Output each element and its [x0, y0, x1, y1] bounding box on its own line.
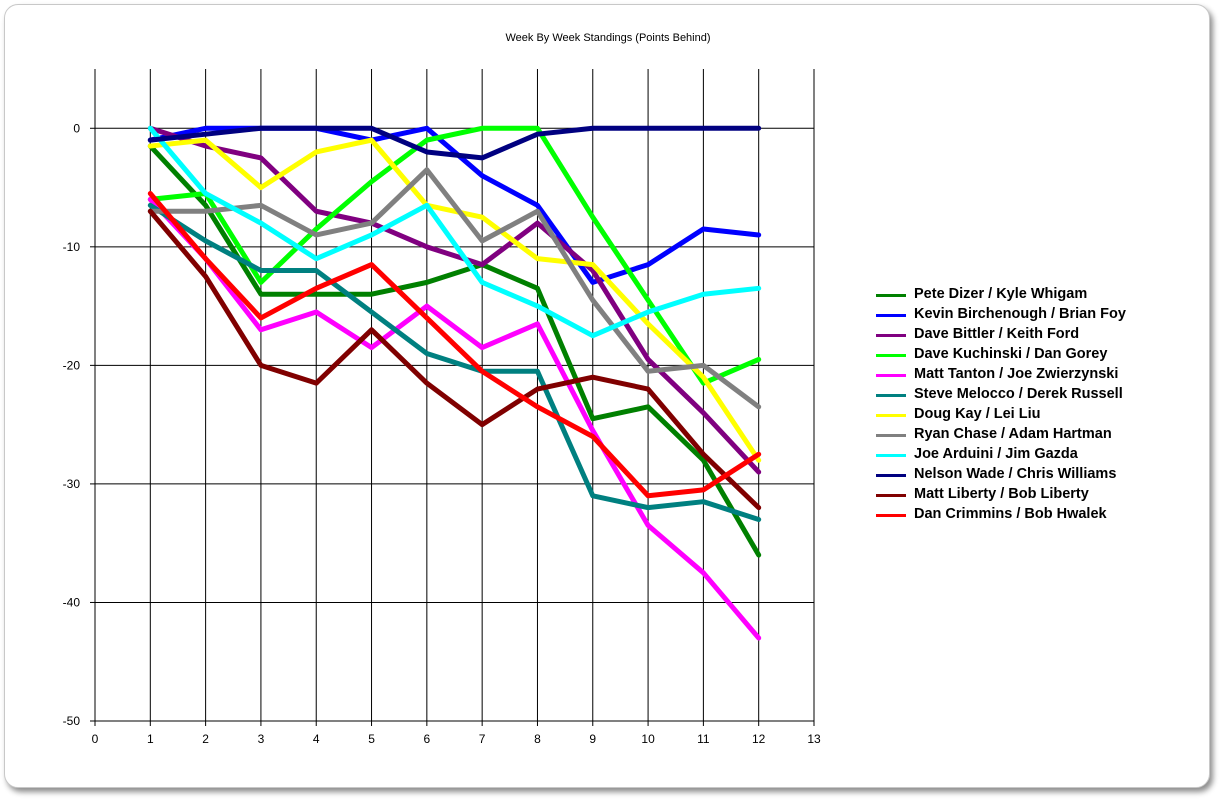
legend-swatch	[876, 434, 906, 437]
legend-label: Dave Kuchinski / Dan Gorey	[914, 346, 1108, 362]
legend-item: Matt Liberty / Bob Liberty	[876, 486, 1166, 503]
legend-label: Ryan Chase / Adam Hartman	[914, 426, 1112, 442]
legend-label: Nelson Wade / Chris Williams	[914, 466, 1117, 482]
x-tick-label: 8	[534, 732, 541, 746]
legend-swatch	[876, 474, 906, 477]
legend-swatch	[876, 374, 906, 377]
y-tick-label: -50	[63, 714, 81, 728]
legend-item: Joe Arduini / Jim Gazda	[876, 446, 1166, 463]
series-line-9	[147, 125, 762, 339]
x-tick-label: 13	[807, 732, 821, 746]
legend-swatch	[876, 354, 906, 357]
legend-swatch	[876, 494, 906, 497]
x-tick-label: 0	[92, 732, 99, 746]
y-tick-label: -10	[63, 240, 81, 254]
legend-item: Dave Bittler / Keith Ford	[876, 326, 1166, 343]
legend-label: Dan Crimmins / Bob Hwalek	[914, 506, 1107, 522]
x-tick-label: 6	[424, 732, 431, 746]
x-tick-label: 11	[697, 732, 710, 746]
y-tick-label: -40	[63, 595, 81, 609]
legend-swatch	[876, 414, 906, 417]
legend-label: Pete Dizer / Kyle Whigam	[914, 286, 1088, 302]
legend-label: Joe Arduini / Jim Gazda	[914, 446, 1078, 462]
legend-item: Nelson Wade / Chris Williams	[876, 466, 1166, 483]
x-tick-label: 10	[641, 732, 655, 746]
x-tick-label: 7	[479, 732, 486, 746]
y-tick-label: -30	[63, 477, 81, 491]
x-tick-label: 12	[752, 732, 766, 746]
legend-label: Matt Liberty / Bob Liberty	[914, 486, 1089, 502]
series-line-1	[147, 143, 762, 558]
series-line-10	[147, 125, 762, 161]
legend-label: Doug Kay / Lei Liu	[914, 406, 1041, 422]
series-line-8	[147, 167, 762, 410]
legend: Pete Dizer / Kyle Whigam Kevin Birchenoug…	[876, 286, 1166, 526]
legend-swatch	[876, 294, 906, 297]
legend-label: Steve Melocco / Derek Russell	[914, 386, 1123, 402]
series-line-12	[147, 190, 762, 499]
axes	[90, 69, 815, 726]
series-line-11	[147, 208, 762, 511]
legend-swatch	[876, 394, 906, 397]
y-tick-label: 0	[73, 121, 80, 135]
legend-swatch	[876, 514, 906, 517]
legend-label: Matt Tanton / Joe Zwierzynski	[914, 366, 1119, 382]
legend-label: Kevin Birchenough / Brian Foy	[914, 306, 1126, 322]
chart-title: Week By Week Standings (Points Behind)	[505, 32, 711, 44]
x-tick-label: 1	[147, 732, 154, 746]
legend-item: Steve Melocco / Derek Russell	[876, 386, 1166, 403]
legend-item: Kevin Birchenough / Brian Foy	[876, 306, 1166, 323]
legend-item: Doug Kay / Lei Liu	[876, 406, 1166, 423]
legend-item: Dan Crimmins / Bob Hwalek	[876, 506, 1166, 523]
series-line-6	[147, 202, 762, 522]
x-tick-label: 2	[202, 732, 209, 746]
legend-swatch	[876, 314, 906, 317]
tick-labels: 0 1 2 3 4 5 6 7 8 9 10 11 12 130-10-20-30-40-50	[63, 121, 821, 746]
series-line-5	[147, 196, 762, 641]
series-lines	[147, 125, 762, 641]
x-tick-label: 4	[313, 732, 320, 746]
x-tick-label: 3	[258, 732, 265, 746]
legend-item: Matt Tanton / Joe Zwierzynski	[876, 366, 1166, 383]
legend-item: Dave Kuchinski / Dan Gorey	[876, 346, 1166, 363]
series-line-7	[147, 137, 762, 463]
legend-item: Ryan Chase / Adam Hartman	[876, 426, 1166, 443]
x-tick-label: 9	[589, 732, 596, 746]
grid-lines	[95, 69, 815, 721]
legend-item: Pete Dizer / Kyle Whigam	[876, 286, 1166, 303]
y-tick-label: -20	[63, 358, 81, 372]
legend-label: Dave Bittler / Keith Ford	[914, 326, 1080, 342]
legend-swatch	[876, 334, 906, 337]
x-tick-label: 5	[368, 732, 375, 746]
legend-swatch	[876, 454, 906, 457]
